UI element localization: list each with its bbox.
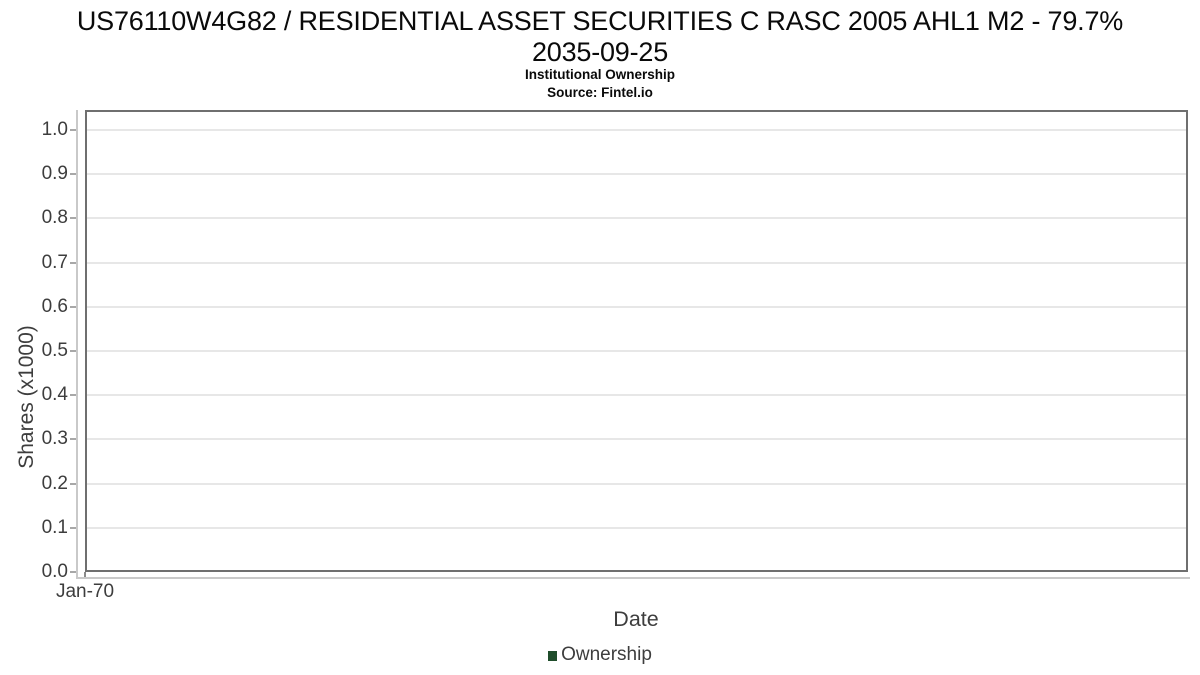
gridline [87,217,1186,220]
legend-label: Ownership [561,644,652,665]
y-tick-label: 0.5 [41,340,68,361]
gridline [87,438,1186,441]
chart-title-line1: US76110W4G82 / RESIDENTIAL ASSET SECURIT… [76,6,1124,36]
gridline [87,394,1186,397]
x-axis-line [76,577,1190,579]
y-tick-mark [70,438,76,441]
y-tick-label: 0.3 [41,428,68,450]
gridline [87,482,1186,485]
chart-title-line2: 2035-09-25 [531,37,669,67]
y-tick-label: 0.7 [41,251,68,273]
y-tick-mark [70,350,76,352]
gridline [87,129,1186,131]
gridline [87,173,1186,176]
y-tick-mark [70,217,76,220]
y-axis-line [76,110,78,579]
y-tick-mark [70,571,76,573]
x-tick-label: Jan-70 [55,581,115,602]
y-tick-mark [70,482,76,485]
legend: Ownership [0,644,1200,666]
legend-item-ownership[interactable]: Ownership [548,644,652,666]
y-tick-mark [70,526,76,529]
y-tick-mark [70,173,76,176]
gridline [87,305,1186,308]
y-tick-label: 0.1 [41,516,68,538]
x-tick-mark [84,572,86,579]
y-tick-mark [70,305,76,308]
y-tick-label: 0.0 [41,561,68,582]
y-tick-label: 1.0 [41,119,68,140]
y-tick-mark [70,261,76,264]
gridline [87,261,1186,264]
chart-source-credit: Source: Fintel.io [547,85,653,100]
x-axis-title: Date [613,607,659,631]
chart-subtitle: Institutional Ownership [524,67,675,82]
gridline [87,350,1186,352]
y-tick-label: 0.4 [41,384,68,406]
y-tick-label: 0.2 [41,472,68,494]
ownership-series-marker-icon [548,650,558,661]
plot-border [85,110,1188,572]
y-tick-label: 0.8 [41,207,68,229]
y-tick-mark [70,394,76,397]
gridline [87,526,1186,529]
y-tick-label: 0.9 [41,163,68,185]
y-tick-mark [70,129,76,131]
y-tick-label: 0.6 [41,295,68,317]
